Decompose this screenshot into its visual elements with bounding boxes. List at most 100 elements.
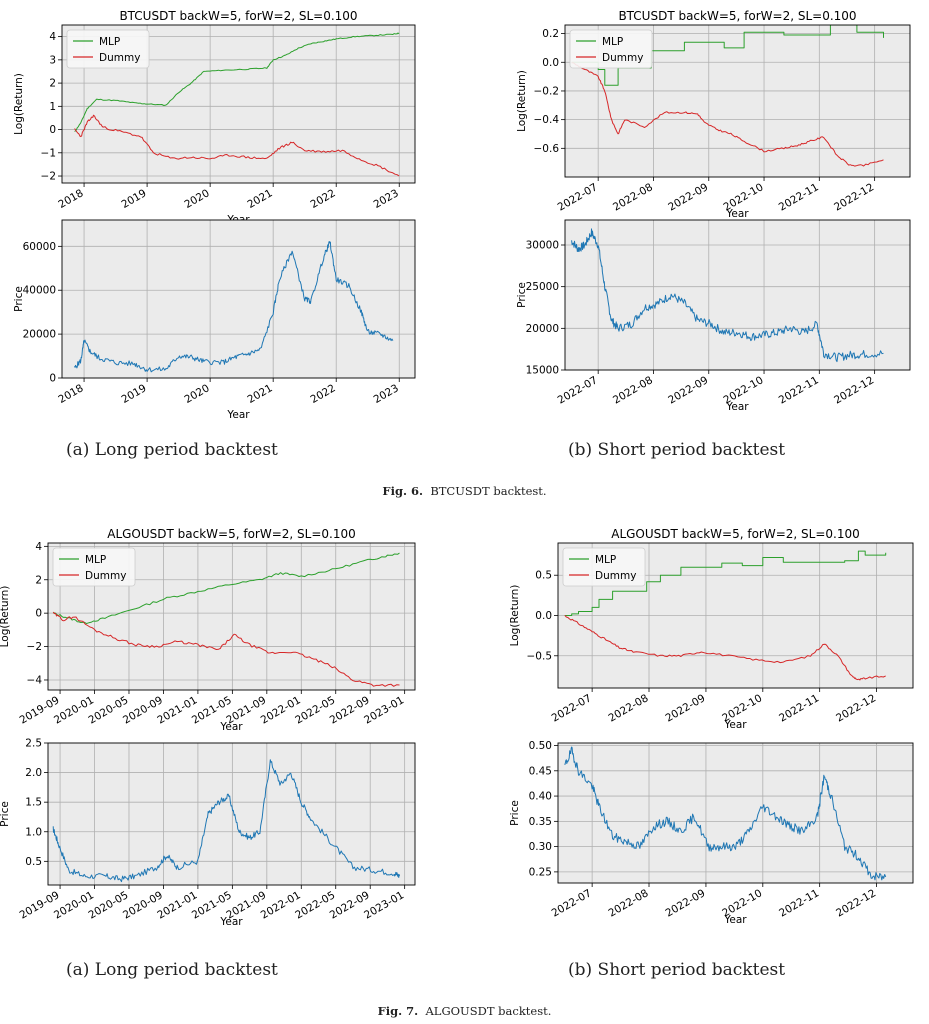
algo-long-return-ytick-label: −4 bbox=[27, 674, 43, 686]
algo-long-return-ylabel: Log(Return) bbox=[0, 586, 11, 648]
algo-long-price-ytick-label: 2.5 bbox=[25, 738, 42, 750]
btc-long-return-series-dummy-line bbox=[74, 114, 400, 177]
fig7-caption-label: Fig. 7. bbox=[377, 1004, 419, 1018]
algo-long-return-legend-label-mlp: MLP bbox=[85, 554, 106, 566]
algo-short-return-ytick-label: 0.0 bbox=[535, 610, 552, 622]
algo-long-return-legend-box bbox=[52, 547, 136, 587]
btc-short-price-xlabel: Year bbox=[725, 401, 749, 413]
btc-short-return-ytick-label: −0.4 bbox=[534, 114, 560, 126]
btc-short-price-xtick-label: 2022-08 bbox=[611, 374, 655, 406]
btc-short-price-ytick-label: 30000 bbox=[526, 240, 559, 252]
btc-short-return-legend-box bbox=[569, 29, 653, 69]
algo-short-price-plot-area bbox=[558, 743, 913, 883]
algo-short-price-ytick-label: 0.30 bbox=[529, 841, 552, 853]
algo-short-price-xtick-label: 2022-11 bbox=[777, 887, 821, 919]
btc-long-return-ylabel: Log(Return) bbox=[13, 73, 25, 135]
btc-long-return-legend-box bbox=[66, 29, 150, 69]
algo-short-price-ylabel: Price bbox=[509, 800, 521, 826]
btc-long-price-ylabel: Price bbox=[13, 286, 25, 312]
btc-long-return-legend-label-mlp: MLP bbox=[99, 36, 120, 48]
algo-short-return-xtick-label: 2022-07 bbox=[550, 692, 594, 724]
algo-long-return-chart: 2019-092020-012020-052020-092021-012021-… bbox=[0, 527, 416, 733]
algo-long-price-xtick-label: 2023-01 bbox=[362, 889, 406, 921]
btc-long-return-ytick-label: 1 bbox=[49, 101, 56, 113]
algo-short-price-ytick-label: 0.50 bbox=[529, 740, 552, 752]
btc-long-price-frame bbox=[61, 219, 416, 379]
algo-long-price-series-price-line bbox=[52, 759, 400, 883]
algo-long-return-ytick-label: 0 bbox=[35, 608, 42, 620]
algo-short-return-xtick-label: 2022-12 bbox=[834, 692, 878, 724]
btc-short-return-xtick-label: 2022-09 bbox=[666, 181, 710, 213]
algo-short-return-chart: 2022-07 2022-08 2022-09 2022-10 2022-11 2022-… bbox=[509, 527, 914, 731]
btc-long-return-ytick-label: 0 bbox=[49, 124, 56, 136]
btc-short-return-xlabel: Year bbox=[725, 208, 749, 220]
algo-short-price-series-price-line bbox=[564, 746, 887, 881]
btc-long-return-ytick-label: 3 bbox=[49, 54, 56, 66]
btc-short-price-ylabel: Price bbox=[516, 282, 528, 308]
btc-long-return-ytick-label: −2 bbox=[41, 171, 56, 183]
fig7-caption: Fig. 7. ALGOUSDT backtest. bbox=[0, 1004, 929, 1018]
btc-short-price-chart: 2022-07 2022-08 2022-09 2022-10 2022-11 2022-… bbox=[516, 219, 911, 413]
btc-long-price-xlabel: Year bbox=[226, 409, 250, 421]
algo-short-price-xtick-label: 2022-09 bbox=[663, 887, 707, 919]
btc-short-return-legend-label-dummy: Dummy bbox=[602, 52, 643, 64]
algo-long-return-ytick-label: −2 bbox=[27, 641, 42, 653]
algo-short-return-xlabel: Year bbox=[723, 719, 747, 731]
algo-short-return-legend-box bbox=[562, 547, 646, 587]
btc-short-return-xtick-label: 2022-12 bbox=[832, 181, 876, 213]
algo-short-price-xlabel: Year bbox=[723, 914, 747, 926]
btc-short-return-ylabel: Log(Return) bbox=[516, 70, 528, 132]
algo-long-price-chart: 2019-092020-012020-052020-092021-012021-… bbox=[0, 738, 416, 928]
algo-short-return-title: ALGOUSDT backW=5, forW=2, SL=0.100 bbox=[611, 527, 860, 541]
btc-short-return-series-dummy-line bbox=[571, 62, 884, 167]
algo-short-return-xtick-label: 2022-08 bbox=[607, 692, 651, 724]
algo-short-price-ytick-label: 0.45 bbox=[529, 765, 552, 777]
btc-long-price-xtick-label: 2019 bbox=[119, 382, 148, 406]
btc-long-return-ytick-label: −1 bbox=[41, 147, 56, 159]
algo-short-return-legend-label-dummy: Dummy bbox=[595, 570, 636, 582]
btc-long-return-xtick-label: 2020 bbox=[182, 187, 211, 211]
btc-long-return-chart: 2018 2019 2020 2021 2022 2023 −2 −1 0 1 2 3 4 BTCUSDT… bbox=[13, 9, 416, 226]
algo-short-return-legend-label-mlp: MLP bbox=[595, 554, 616, 566]
algo-short-return-series-mlp-line bbox=[564, 550, 887, 616]
fig7-subcaption-a: (a) Long period backtest bbox=[66, 960, 278, 980]
algo-long-return-xlabel: Year bbox=[219, 721, 243, 733]
btc-short-return-chart: 2022-07 2022-08 2022-09 2022-10 2022-11 2022-… bbox=[516, 9, 911, 220]
btc-short-return-xtick-label: 2022-07 bbox=[556, 181, 600, 213]
btc-short-return-ytick-label: −0.6 bbox=[534, 143, 560, 155]
algo-short-return-ytick-label: −0.5 bbox=[527, 650, 553, 662]
btc-short-return-xtick-label: 2022-11 bbox=[777, 181, 821, 213]
btc-short-return-ytick-label: 0.2 bbox=[542, 28, 559, 40]
btc-long-price-ytick-label: 20000 bbox=[23, 329, 56, 341]
btc-long-return-xtick-label: 2022 bbox=[309, 187, 338, 211]
btc-short-price-ytick-label: 25000 bbox=[526, 281, 559, 293]
algo-short-price-chart: 2022-07 2022-08 2022-09 2022-10 2022-11 2022-… bbox=[509, 740, 914, 926]
btc-long-return-ytick-label: 2 bbox=[49, 78, 56, 90]
btc-short-return-ytick-label: −0.2 bbox=[534, 85, 560, 97]
algo-long-price-ytick-label: 1.0 bbox=[25, 826, 42, 838]
algo-long-price-ytick-label: 2.0 bbox=[25, 767, 42, 779]
btc-short-price-xtick-label: 2022-11 bbox=[777, 374, 821, 406]
algo-short-return-frame bbox=[557, 542, 914, 689]
btc-long-return-xtick-label: 2018 bbox=[56, 187, 85, 211]
fig6-subcaption-b: (b) Short period backtest bbox=[568, 440, 786, 460]
btc-long-price-xtick-label: 2023 bbox=[372, 382, 401, 406]
btc-long-price-ytick-label: 60000 bbox=[23, 241, 56, 253]
btc-long-return-series-mlp-line bbox=[74, 32, 400, 132]
algo-short-return-ylabel: Log(Return) bbox=[509, 585, 521, 647]
btc-long-price-chart: 2018 2019 2020 2021 2022 2023 0 20000 40000 60000… bbox=[13, 219, 416, 421]
algo-long-price-ytick-label: 1.5 bbox=[25, 797, 42, 809]
algo-short-return-xtick-label: 2022-11 bbox=[777, 692, 821, 724]
fig6-caption: Fig. 6. BTCUSDT backtest. bbox=[0, 484, 929, 498]
algo-long-price-ylabel: Price bbox=[0, 801, 11, 827]
fig7-subcaption-b: (b) Short period backtest bbox=[568, 960, 786, 980]
btc-long-return-xtick-label: 2019 bbox=[119, 187, 148, 211]
algo-short-return-xtick-label: 2022-09 bbox=[663, 692, 707, 724]
algo-short-price-ytick-label: 0.40 bbox=[529, 791, 552, 803]
btc-short-price-xtick-label: 2022-09 bbox=[666, 374, 710, 406]
algo-short-price-xtick-label: 2022-12 bbox=[834, 887, 878, 919]
btc-long-price-series-price-line bbox=[74, 241, 394, 373]
algo-short-price-xtick-label: 2022-08 bbox=[607, 887, 651, 919]
algo-long-price-xlabel: Year bbox=[219, 916, 243, 928]
